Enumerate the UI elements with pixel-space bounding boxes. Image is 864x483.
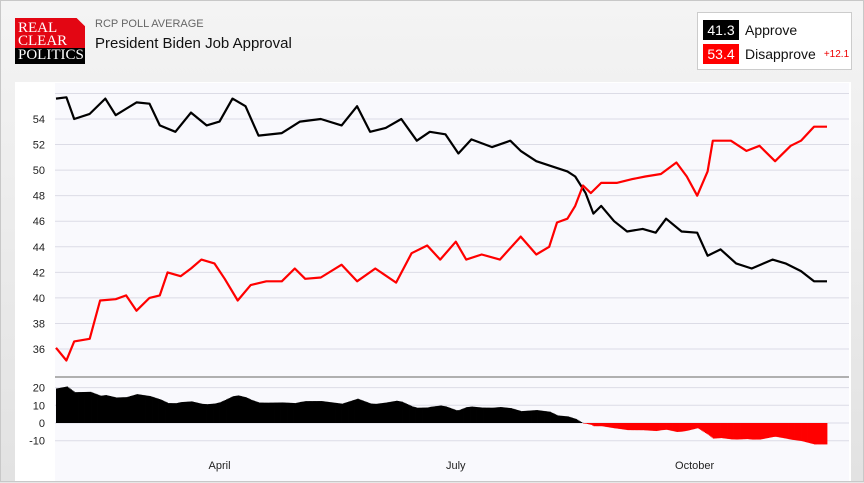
spread-tick-label: 10 (33, 400, 45, 412)
x-tick-label-july: July (446, 460, 466, 472)
y-tick-label: 40 (33, 293, 45, 305)
spread-tick-label: 20 (33, 383, 45, 395)
y-tick-label: 50 (33, 165, 45, 177)
y-tick-label: 46 (33, 216, 45, 228)
spread-bar (826, 423, 828, 444)
y-tick-label: 38 (33, 318, 45, 330)
y-tick-label: 48 (33, 191, 45, 203)
spread-tick-label: -10 (29, 436, 45, 448)
y-tick-label: 54 (33, 114, 45, 126)
y-tick-label: 42 (33, 267, 45, 279)
y-tick-label: 44 (33, 242, 45, 254)
x-tick-label-april: April (209, 460, 231, 472)
y-tick-label: 52 (33, 140, 45, 152)
spread-tick-label: 0 (39, 418, 45, 430)
y-tick-label: 36 (33, 344, 45, 356)
x-tick-label-october: October (675, 460, 714, 472)
